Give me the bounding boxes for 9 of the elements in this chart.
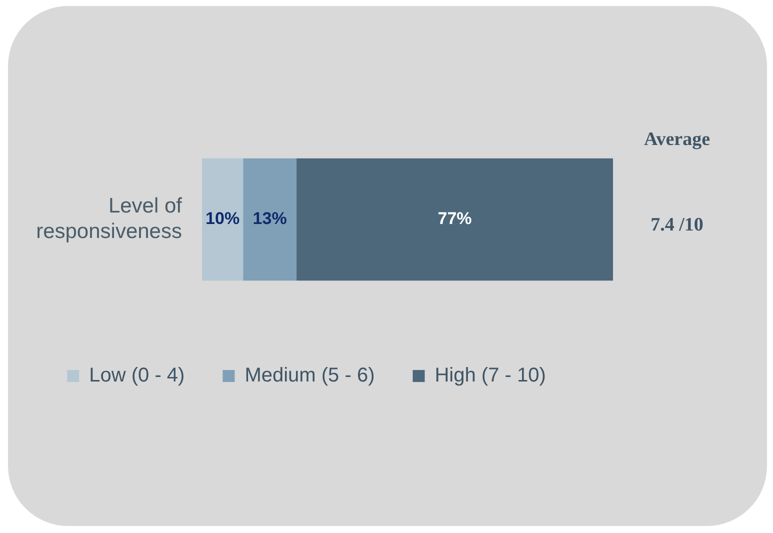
- data-label: 13%: [252, 209, 287, 228]
- text: 7.4 /10: [650, 214, 704, 236]
- text: Average: [644, 128, 710, 150]
- y-tick-label: Level of responsiveness: [36, 194, 182, 243]
- data-label: 10%: [206, 209, 240, 228]
- legend-label: Low (0 - 4): [89, 364, 185, 387]
- legend-label: Medium (5 - 6): [244, 364, 375, 387]
- legend-label: High (7 - 10): [434, 364, 546, 387]
- data-label: 77%: [438, 209, 472, 228]
